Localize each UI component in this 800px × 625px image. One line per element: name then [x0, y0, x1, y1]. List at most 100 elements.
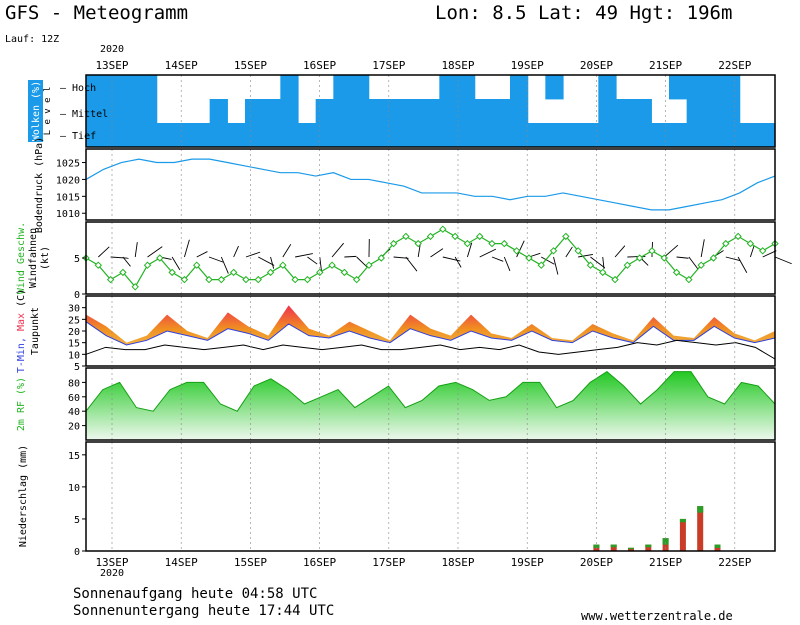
cloud-cell [280, 75, 299, 100]
wind-tick-label: 0 [74, 290, 80, 301]
wind-marker [500, 239, 509, 248]
wind-barb [122, 256, 131, 267]
temp-axis-label: T-Min, Max (C) [16, 289, 27, 373]
precip-bar-convective [645, 544, 652, 548]
temp-tick-label: 5 [74, 362, 80, 373]
cloud-cell [368, 123, 387, 148]
precip-bar-total [628, 547, 634, 551]
cloud-axis-label-part: (%) [31, 81, 42, 105]
precip-bar-convective [679, 518, 686, 523]
cloud-cell [209, 99, 228, 124]
wind-barb [602, 256, 605, 269]
precip-tick-label: 15 [68, 451, 80, 462]
wind-marker [476, 232, 484, 241]
precip-bar-convective [628, 547, 634, 550]
date-label-bottom: 15SEP [234, 556, 267, 569]
wind-barb [245, 251, 261, 258]
wind-barb [749, 245, 755, 258]
wind-barb [503, 256, 511, 272]
date-label-bottom: 13SEP [95, 556, 128, 569]
wind-barb [220, 256, 229, 274]
cloud-cell [351, 123, 370, 148]
cloud-cell [633, 123, 652, 148]
cloud-cell [439, 99, 458, 124]
wind-marker [168, 268, 176, 277]
wind-barb [356, 256, 368, 268]
date-label-bottom: 21SEP [649, 556, 682, 569]
wind-marker [217, 275, 226, 284]
wind-axis-sub-part: Windfahnen [28, 228, 39, 288]
rh-axis-label: 2m RF (%) [16, 377, 27, 431]
year-label-bottom: 2020 [100, 568, 125, 579]
wind-marker [254, 275, 262, 284]
cloud-cell [262, 99, 281, 124]
date-label-top: 14SEP [165, 59, 198, 72]
run-info: Lauf: 12Z [5, 34, 60, 45]
cloud-cell [598, 75, 617, 100]
wind-marker [352, 275, 361, 284]
cloud-cell [510, 75, 529, 100]
cloud-cell [103, 99, 122, 124]
wind-barb [688, 256, 699, 270]
date-label-top: 18SEP [441, 59, 474, 72]
cloud-cell [704, 99, 723, 124]
wind-barb [97, 246, 110, 258]
date-label-bottom: 14SEP [165, 556, 198, 569]
wind-marker [414, 239, 422, 248]
wind-barb [344, 255, 357, 258]
precip-axis-label-part: Niederschlag [18, 475, 29, 547]
wind-marker [488, 239, 496, 248]
wind-marker [586, 261, 595, 269]
wind-barb [700, 239, 705, 258]
wind-marker [340, 268, 349, 277]
sunrise-text: Sonnenaufgang heute 04:58 UTC [73, 586, 318, 602]
cloud-cell [722, 123, 741, 148]
date-label-bottom: 19SEP [511, 556, 544, 569]
year-label-top: 2020 [100, 44, 125, 55]
wind-barb [553, 256, 559, 275]
wind-barb [565, 246, 573, 258]
cloud-cell [474, 123, 493, 148]
wind-barb [466, 242, 473, 258]
cloud-cell [722, 75, 741, 100]
cloud-level-title: L e v e l [43, 87, 53, 136]
wind-barb [134, 242, 138, 258]
wind-marker [512, 247, 521, 255]
pressure-tick-label: 1020 [56, 175, 80, 186]
date-label-top: 22SEP [718, 59, 751, 72]
cloud-cell [404, 123, 423, 148]
wind-axis-label-part: Wind Geschw. [16, 222, 27, 294]
cloud-cell [156, 123, 175, 148]
cloud-cell [139, 75, 158, 100]
panel-frame [85, 221, 776, 295]
wind-barb [307, 256, 318, 265]
cloud-cell [633, 99, 652, 124]
wind-barb [676, 256, 689, 259]
cloud-cell [616, 123, 635, 148]
wind-barb [319, 256, 323, 272]
cloud-cell [669, 75, 688, 100]
wind-marker [365, 261, 373, 269]
cloud-cell [421, 99, 440, 124]
cloud-level-label: – Mittel [60, 109, 108, 120]
cloud-cell [757, 123, 776, 148]
pressure-axis-label-part: (hPa) [34, 137, 45, 173]
panel-frame [85, 367, 776, 441]
cloud-cell [598, 99, 617, 124]
cloud-level-label: – Tief [60, 131, 96, 142]
wind-barb [614, 245, 626, 258]
tmin-line [85, 321, 776, 346]
website-credit: www.wetterzentrale.de [581, 609, 733, 623]
date-label-bottom: 18SEP [441, 556, 474, 569]
location-info: Lon: 8.5 Lat: 49 Hgt: 196m [435, 2, 733, 24]
wind-barb [282, 244, 292, 258]
rh-axis-label-part: 2m [16, 419, 27, 431]
cloud-cell [722, 99, 741, 124]
wind-marker [758, 247, 767, 255]
cloud-cell [474, 99, 493, 124]
cloud-cell [245, 99, 264, 124]
wind-barb [725, 256, 741, 262]
cloud-cell [333, 99, 352, 124]
cloud-cell [598, 123, 617, 148]
pressure-axis-label: Bodendruck (hPa) [34, 137, 45, 233]
